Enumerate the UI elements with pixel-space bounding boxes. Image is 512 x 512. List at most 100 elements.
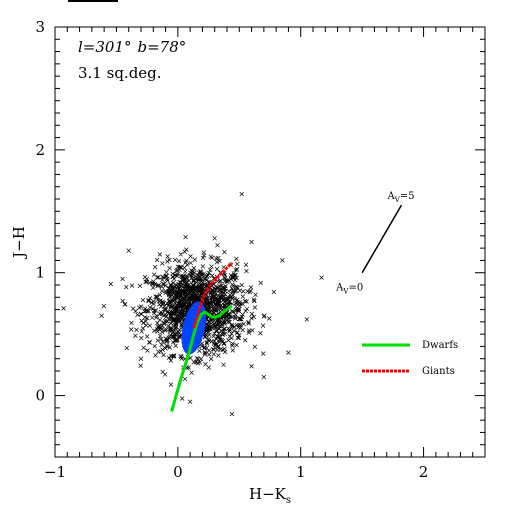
scatter-point — [195, 273, 201, 278]
scatter-point — [122, 302, 127, 307]
scatter-point — [234, 256, 239, 262]
scatter-point — [209, 297, 214, 303]
scatter-point — [142, 274, 148, 280]
scatter-point — [209, 288, 215, 293]
scatter-point — [176, 258, 182, 264]
scatter-point — [220, 347, 226, 353]
x-axis-label: H−Ks — [249, 485, 291, 506]
scatter-point — [184, 275, 190, 280]
scatter-point — [120, 298, 125, 304]
scatter-point — [174, 289, 179, 294]
scatter-point — [171, 317, 176, 322]
scatter-point — [195, 356, 201, 362]
scatter-point — [234, 284, 240, 290]
scatter-point — [143, 279, 148, 285]
x-tick-label: 2 — [419, 463, 429, 481]
scatter-point — [181, 280, 187, 285]
scatter-point — [182, 249, 187, 254]
scatter-point — [159, 336, 164, 342]
scatter-point — [164, 338, 170, 344]
scatter-point — [191, 278, 196, 284]
scatter-point — [144, 323, 149, 328]
scatter-point — [237, 316, 243, 322]
scatter-point — [165, 319, 170, 324]
scatter-point — [213, 308, 219, 313]
scatter-point — [222, 288, 228, 294]
scatter-point — [192, 257, 198, 262]
scatter-point — [266, 316, 272, 321]
scatter-point — [228, 273, 234, 278]
scatter-point — [150, 285, 156, 290]
scatter-point — [249, 239, 254, 245]
scatter-point — [222, 249, 227, 255]
scatter-point — [221, 326, 227, 331]
scatter-point — [185, 305, 190, 310]
scatter-point — [126, 248, 131, 253]
scatter-point — [191, 359, 197, 365]
scatter-point — [174, 305, 180, 311]
scatter-point — [167, 329, 173, 334]
scatter-point — [216, 353, 221, 358]
scatter-point — [209, 299, 215, 304]
scatter-point — [144, 334, 150, 339]
scatter-point — [156, 274, 161, 280]
scatter-point — [147, 280, 152, 286]
scatter-point — [170, 354, 175, 359]
scatter-point — [244, 306, 250, 312]
scatter-point — [61, 306, 66, 311]
scatter-point — [146, 308, 151, 314]
scatter-point — [151, 299, 156, 304]
top-bar-fragment — [68, 0, 118, 2]
scatter-point — [177, 302, 183, 307]
scatter-point — [252, 298, 257, 304]
scatter-point — [230, 324, 235, 329]
scatter-point — [235, 330, 240, 336]
scatter-point — [192, 293, 197, 299]
scatter-point — [134, 327, 139, 333]
reddening-end-a: A — [386, 191, 395, 202]
scatter-point — [130, 306, 136, 311]
scatter-point — [157, 252, 163, 257]
scatter-point — [213, 307, 219, 312]
scatter-point — [166, 286, 172, 291]
scatter-point — [157, 326, 162, 332]
scatter-point — [179, 356, 184, 361]
scatter-point — [171, 354, 177, 359]
scatter-point — [196, 278, 201, 283]
scatter-point — [155, 283, 160, 289]
scatter-point — [226, 288, 232, 294]
scatter-point — [152, 282, 158, 287]
scatter-point — [207, 332, 212, 338]
scatter-point — [175, 292, 181, 297]
scatter-point — [188, 286, 193, 292]
scatter-point — [168, 382, 174, 387]
scatter-point — [235, 299, 241, 305]
scatter-point — [161, 275, 166, 280]
scatter-point — [200, 255, 206, 261]
scatter-point — [193, 296, 199, 302]
scatter-point — [206, 303, 212, 309]
scatter-point — [160, 299, 166, 304]
scatter-point — [197, 348, 202, 354]
x-tick-label: −1 — [44, 463, 66, 481]
scatter-point — [180, 307, 186, 313]
scatter-point — [163, 314, 169, 319]
scatter-point — [200, 264, 206, 269]
scatter-point — [240, 312, 245, 317]
scatter-point — [230, 343, 235, 348]
reddening-end-sub: V — [394, 196, 401, 204]
scatter-point — [161, 321, 167, 327]
scatter-point — [211, 333, 216, 339]
scatter-point — [251, 297, 257, 302]
scatter-point — [174, 268, 179, 274]
scatter-point — [141, 320, 146, 326]
reddening-end-label: AV=5 — [386, 191, 414, 204]
scatter-point — [120, 276, 125, 282]
reddening-start-a: A — [335, 283, 344, 294]
scatter-point — [174, 336, 180, 342]
scatter-point — [233, 267, 238, 273]
scatter-point — [249, 363, 254, 369]
scatter-point — [171, 353, 177, 358]
scatter-point — [147, 339, 152, 345]
scatter-point — [222, 275, 227, 280]
